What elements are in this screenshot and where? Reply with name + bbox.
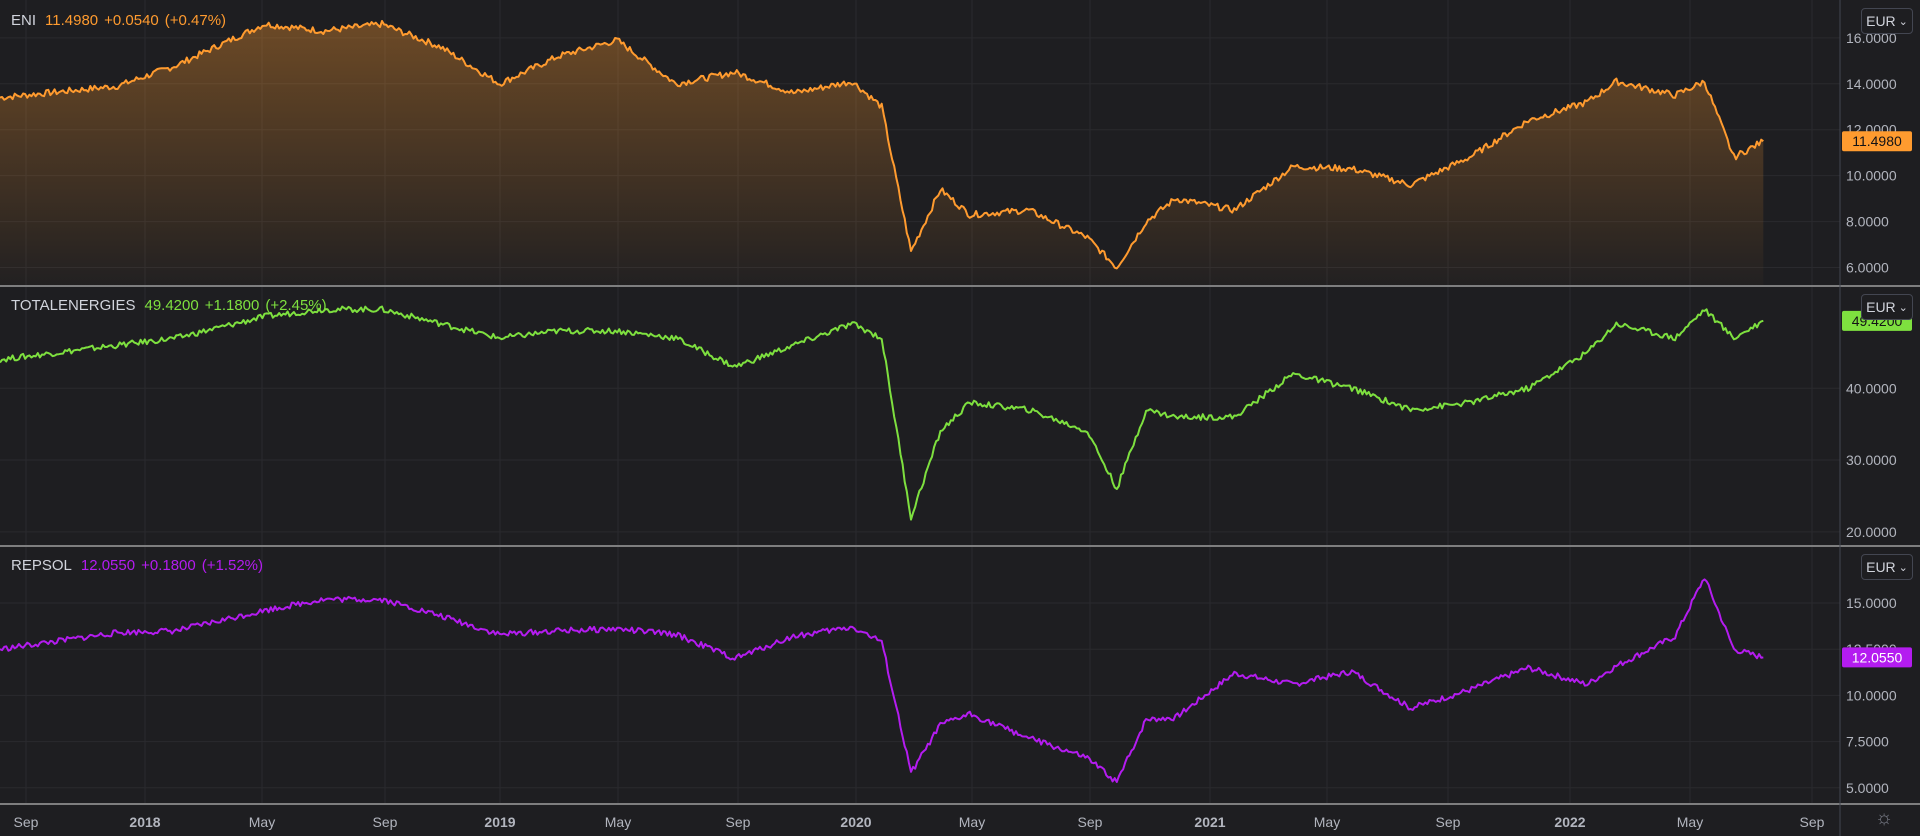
- repsol-currency-select[interactable]: EUR ⌄: [1861, 554, 1913, 580]
- eni-symbol: ENI: [11, 12, 37, 29]
- x-axis-label: Sep: [726, 814, 751, 830]
- x-axis-label: Sep: [1800, 814, 1825, 830]
- eni-change-pct: (+0.47%): [164, 12, 227, 29]
- x-axis-label: 2022: [1554, 814, 1585, 830]
- eni-change: +0.0540: [104, 12, 159, 29]
- repsol-symbol: REPSOL: [11, 557, 72, 574]
- total-change: +1.1800: [204, 297, 260, 314]
- last-price-badge: [1842, 647, 1912, 668]
- total-last: 49.4200: [144, 297, 199, 314]
- x-axis-label: Sep: [1436, 814, 1461, 830]
- x-axis-label: 2018: [129, 814, 160, 830]
- repsol-legend: REPSOL 12.0550 +0.1800 (+1.52%): [11, 557, 269, 574]
- x-axis-label: 2019: [484, 814, 515, 830]
- y-tick-label: 40.0000: [1846, 380, 1897, 396]
- x-axis-label: May: [1314, 814, 1340, 830]
- settings-icon[interactable]: ☼: [1874, 807, 1894, 829]
- eni-currency-label: EUR: [1866, 13, 1896, 29]
- total-legend: TOTALENERGIES 49.4200 +1.1800 (+2.45%): [11, 297, 333, 314]
- total-currency-select[interactable]: EUR ⌄: [1861, 294, 1913, 320]
- x-axis-label: May: [959, 814, 985, 830]
- y-tick-label: 7.5000: [1846, 734, 1889, 750]
- last-price-label: 11.4980: [1852, 133, 1902, 149]
- total-currency-label: EUR: [1866, 299, 1896, 315]
- x-axis-label: 2021: [1194, 814, 1225, 830]
- x-axis-label: May: [1677, 814, 1703, 830]
- series-line-repsol: [0, 578, 1764, 783]
- chevron-down-icon: ⌄: [1898, 301, 1908, 314]
- y-tick-label: 30.0000: [1846, 452, 1897, 468]
- eni-area-fill: [0, 21, 1764, 285]
- y-tick-label: 10.0000: [1846, 168, 1897, 184]
- last-price-badge: [1842, 131, 1912, 152]
- repsol-change-pct: (+1.52%): [201, 557, 264, 574]
- x-axis-label: Sep: [373, 814, 398, 830]
- y-tick-label: 5.0000: [1846, 780, 1889, 796]
- chevron-down-icon: ⌄: [1898, 15, 1908, 28]
- y-tick-label: 20.0000: [1846, 524, 1897, 540]
- chevron-down-icon: ⌄: [1898, 561, 1908, 574]
- eni-last: 11.4980: [45, 12, 99, 29]
- y-tick-label: 8.0000: [1846, 214, 1889, 230]
- total-symbol: TOTALENERGIES: [11, 297, 136, 314]
- total-change-pct: (+2.45%): [265, 297, 327, 314]
- repsol-last: 12.0550: [80, 557, 136, 574]
- y-tick-label: 10.0000: [1846, 687, 1897, 703]
- x-axis-label: 2020: [840, 814, 871, 830]
- x-axis-label: May: [249, 814, 275, 830]
- series-line-totalenergies: [0, 305, 1764, 521]
- repsol-currency-label: EUR: [1866, 559, 1896, 575]
- x-axis-label: May: [605, 814, 631, 830]
- repsol-change: +0.1800: [141, 557, 196, 574]
- y-tick-label: 6.0000: [1846, 260, 1889, 276]
- series-line-eni: [0, 20, 1764, 270]
- y-tick-label: 15.0000: [1846, 595, 1897, 611]
- x-axis-label: Sep: [14, 814, 39, 830]
- eni-legend: ENI 11.4980 +0.0540 (+0.47%): [11, 12, 232, 29]
- x-axis-label: Sep: [1078, 814, 1103, 830]
- y-tick-label: 14.0000: [1846, 76, 1897, 92]
- last-price-label: 12.0550: [1852, 649, 1903, 665]
- eni-currency-select[interactable]: EUR ⌄: [1861, 8, 1913, 34]
